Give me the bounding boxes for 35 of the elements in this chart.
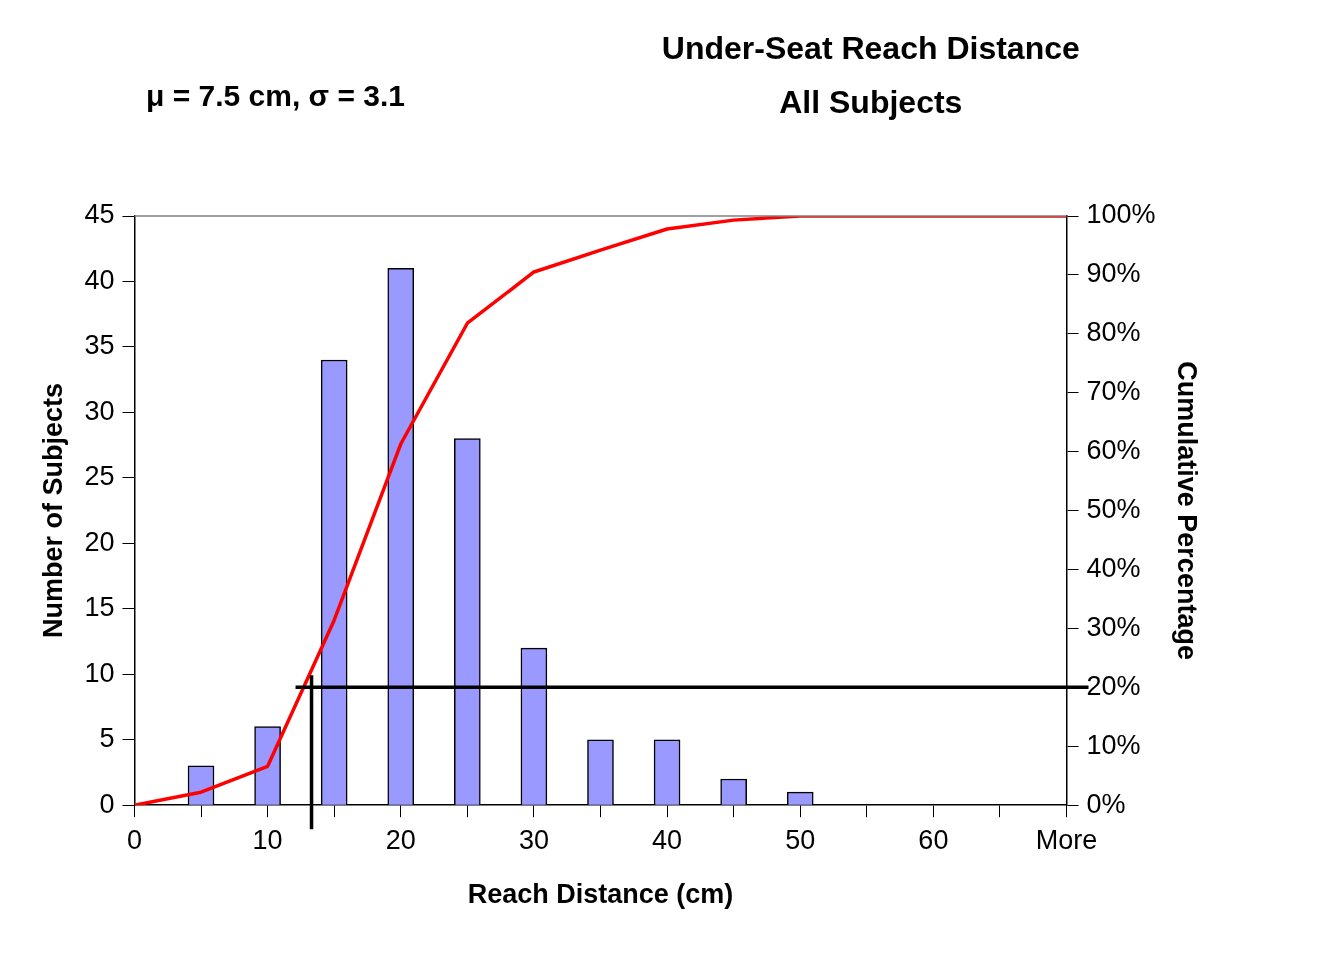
chart-subtitle: All Subjects [779, 83, 963, 120]
y-tick-label: 20 [84, 526, 115, 557]
text: μ = 7.5 cm, σ = 3.1 [146, 79, 406, 113]
y2-tick-label: 40% [1086, 552, 1141, 583]
y2-tick-label: 100% [1086, 199, 1156, 230]
y-tick-label: 35 [84, 330, 115, 361]
y2-tick-label: 60% [1086, 435, 1141, 466]
y-tick-label: 15 [84, 592, 115, 623]
y2-tick-label: 80% [1086, 317, 1141, 348]
y-axis-title: Number of Subjects [37, 383, 68, 639]
x-tick-label: 60 [918, 824, 949, 855]
y2-tick-label: 90% [1086, 258, 1141, 289]
x-tick-label: 30 [518, 824, 549, 855]
y2-tick-label: 50% [1086, 494, 1141, 525]
x-tick-label: 0 [126, 824, 142, 855]
x-tick-label: 50 [785, 824, 816, 855]
y-tick-label: 25 [84, 461, 115, 492]
x-tick-label: 10 [252, 824, 283, 855]
y2-tick-label: 0% [1086, 788, 1126, 819]
y-tick-label: 0 [99, 788, 115, 819]
y-tick-label: 45 [84, 199, 115, 230]
y2-tick-label: 10% [1086, 729, 1141, 760]
y2-tick-label: 30% [1086, 611, 1141, 642]
x-tick-label: 40 [652, 824, 683, 855]
y-tick-label: 30 [84, 395, 115, 426]
y2-tick-label: 20% [1086, 670, 1141, 701]
x-tick-label: 20 [385, 824, 416, 855]
y2-axis-title: Cumulative Percentage [1172, 361, 1203, 660]
y-tick-label: 40 [84, 264, 115, 295]
y-tick-label: 10 [84, 657, 115, 688]
chart-title: Under-Seat Reach Distance [661, 29, 1080, 66]
y2-tick-label: 70% [1086, 376, 1141, 407]
x-axis-title: Reach Distance (cm) [467, 879, 734, 910]
y-tick-label: 5 [99, 723, 115, 754]
x-tick-label: More [1035, 824, 1098, 855]
